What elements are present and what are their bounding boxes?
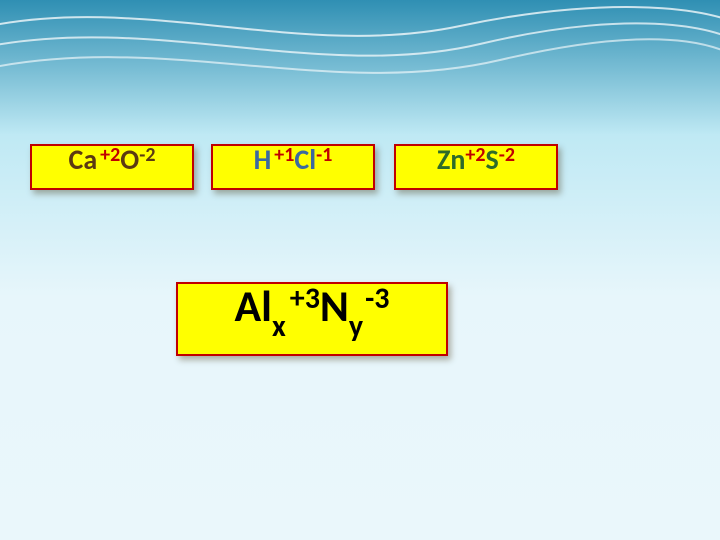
subscript: x <box>272 312 286 342</box>
element-symbol: H <box>254 146 272 174</box>
content-area: Ca+2O-2 H+1Cl-1 Zn+2S-2 Alx+3Ny-3 <box>0 0 720 540</box>
formula-hcl: H+1Cl-1 <box>213 146 373 188</box>
charge-superscript: +3 <box>290 284 320 314</box>
charge-superscript: -2 <box>139 145 155 165</box>
formula-box-cao: Ca+2O-2 <box>30 144 194 190</box>
charge-superscript: +2 <box>465 145 485 165</box>
formula-box-zns: Zn+2S-2 <box>394 144 558 190</box>
charge-superscript: -1 <box>316 145 332 165</box>
formula-box-aln: Alx+3Ny-3 <box>176 282 448 356</box>
element-symbol: S <box>486 146 499 174</box>
element-symbol: Cl <box>294 146 316 174</box>
element-symbol: O <box>120 146 139 174</box>
subscript: y <box>349 312 363 342</box>
charge-superscript: -2 <box>499 145 515 165</box>
charge-superscript: +1 <box>274 145 294 165</box>
slide: Ca+2O-2 H+1Cl-1 Zn+2S-2 Alx+3Ny-3 <box>0 0 720 540</box>
charge-superscript: +2 <box>100 145 120 165</box>
formula-aln: Alx+3Ny-3 <box>178 284 446 354</box>
formula-zns: Zn+2S-2 <box>396 146 556 188</box>
element-symbol: Zn <box>437 146 465 174</box>
formula-box-hcl: H+1Cl-1 <box>211 144 375 190</box>
formula-cao: Ca+2O-2 <box>32 146 192 188</box>
element-symbol: Ca <box>69 146 98 174</box>
charge-superscript: -3 <box>365 284 389 314</box>
element-symbol: Al <box>234 284 271 328</box>
element-symbol: N <box>320 284 349 328</box>
